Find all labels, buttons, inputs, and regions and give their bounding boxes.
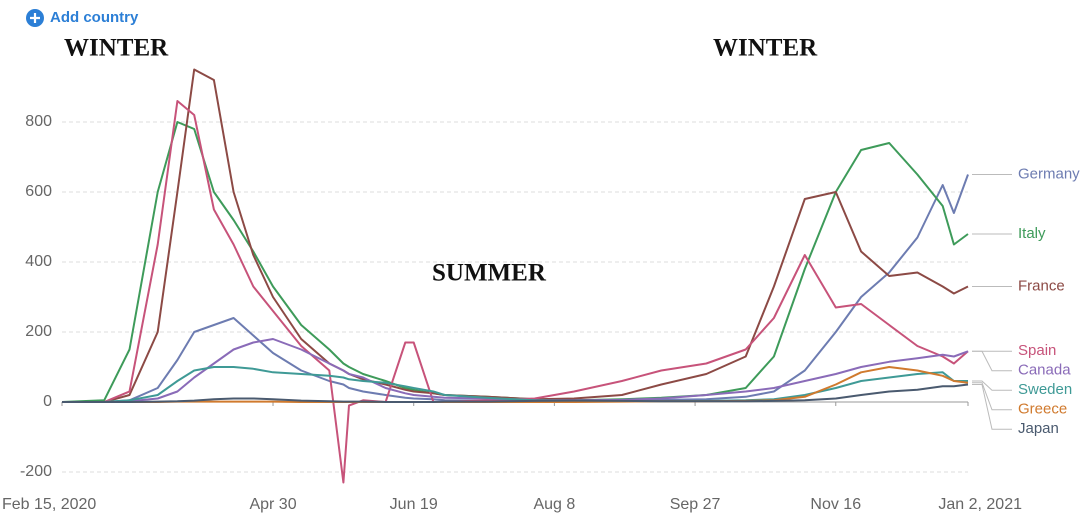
y-tick-label: 600 — [25, 183, 52, 200]
series-line — [62, 366, 968, 403]
legend-label: Canada — [1018, 362, 1071, 379]
y-tick-label: -200 — [20, 463, 52, 480]
x-tick-label: Apr 30 — [249, 496, 296, 513]
annotation: SUMMER — [432, 260, 547, 287]
legend-label: Spain — [1018, 342, 1056, 359]
annotation: WINTER — [713, 35, 818, 62]
x-tick-label: Jun 19 — [390, 496, 438, 513]
series-line — [62, 68, 969, 403]
legend-leader — [972, 384, 1012, 430]
legend-label: France — [1018, 277, 1065, 294]
add-country-button[interactable]: Add country — [26, 9, 139, 27]
legend-label: Germany — [1018, 165, 1080, 182]
x-tick-label: Sep 27 — [670, 496, 721, 513]
legend-label: Greece — [1018, 401, 1067, 418]
legend-label: Japan — [1018, 420, 1059, 437]
legend-leader — [972, 382, 1012, 411]
legend-label: Italy — [1018, 225, 1046, 242]
x-tick-label: Feb 15, 2020 — [2, 496, 96, 513]
x-tick-label: Aug 8 — [533, 496, 575, 513]
series-line — [62, 383, 969, 403]
add-country-text[interactable]: Add country — [50, 9, 139, 26]
y-tick-label: 400 — [25, 253, 52, 270]
series-line — [62, 174, 969, 403]
y-tick-label: 0 — [43, 393, 52, 410]
series-line — [62, 366, 969, 403]
series-line — [62, 338, 969, 403]
x-tick-label: Jan 2, 2021 — [938, 496, 1022, 513]
legend-leader — [972, 380, 1012, 391]
series-line — [62, 100, 969, 484]
y-tick-label: 200 — [25, 323, 52, 340]
add-icon-plus — [30, 13, 40, 23]
legend-leader — [972, 350, 1012, 372]
legend-label: Sweden — [1018, 381, 1072, 398]
annotation: WINTER — [64, 35, 169, 62]
y-tick-label: 800 — [25, 113, 52, 130]
x-tick-label: Nov 16 — [810, 496, 861, 513]
